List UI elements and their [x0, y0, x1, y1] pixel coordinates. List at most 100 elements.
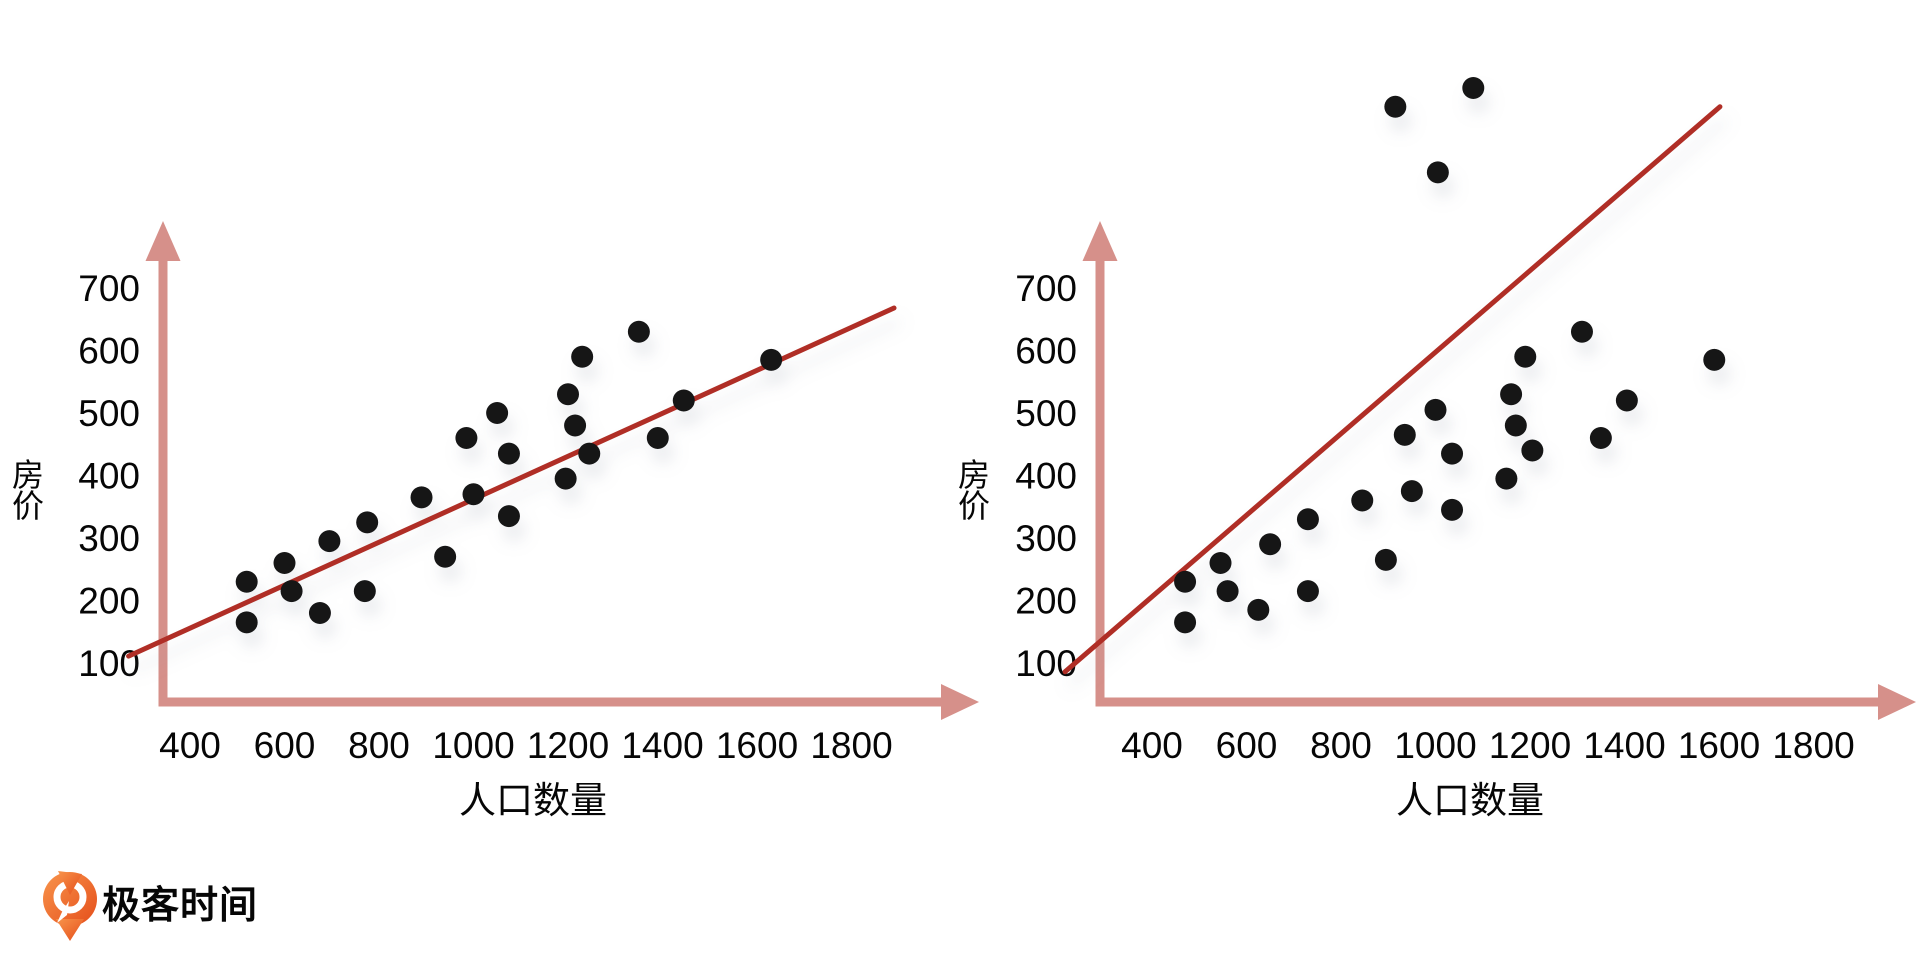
y-tick-label: 200: [78, 581, 140, 622]
y-axis: [158, 260, 168, 702]
data-point: [410, 486, 433, 509]
x-tick-label: 1200: [527, 725, 609, 766]
data-point: [578, 442, 601, 465]
data-group: [126, 305, 897, 659]
data-point: [318, 530, 341, 553]
data-point: [1296, 580, 1319, 603]
data-point: [455, 427, 478, 449]
data-point: [1351, 489, 1374, 512]
points-group: [235, 320, 783, 634]
x-tick-label: 1800: [1772, 725, 1854, 766]
data-point: [571, 345, 594, 368]
x-tick-label: 1000: [1394, 725, 1476, 766]
data-point: [1216, 580, 1239, 603]
y-tick-label: 400: [78, 456, 140, 497]
data-point: [273, 552, 296, 574]
data-point: [235, 611, 258, 634]
data-point: [1504, 414, 1527, 437]
y-axis-title: 房价: [958, 457, 990, 524]
logo-ring-notch: [58, 871, 82, 895]
data-point: [557, 383, 579, 406]
data-point: [1384, 95, 1407, 118]
x-axis: [1095, 697, 1879, 707]
data-point: [1495, 467, 1518, 490]
y-tick-labels: 100 200 300 400 500 600 700: [1015, 268, 1077, 684]
y-axis-arrow-icon: [1082, 221, 1118, 261]
data-point: [1500, 383, 1523, 406]
y-tick-label: 500: [1015, 393, 1077, 434]
data-point: [1462, 77, 1485, 99]
x-axis: [158, 697, 942, 707]
data-point: [356, 511, 379, 534]
data-point: [462, 483, 485, 506]
x-axis-arrow-icon: [1878, 684, 1916, 720]
geektime-q-pin-icon: [43, 871, 97, 941]
y-tick-label: 100: [78, 643, 140, 684]
data-point: [1393, 423, 1416, 446]
data-point: [353, 580, 376, 603]
x-axis-title: 人口数量: [459, 780, 607, 821]
data-point: [1514, 345, 1537, 368]
y-tick-label: 400: [1015, 456, 1077, 497]
x-axis-title: 人口数量: [1396, 780, 1544, 821]
y-tick-label: 500: [78, 393, 140, 434]
y-axis: [1095, 260, 1105, 702]
y-tick-label: 300: [78, 518, 140, 559]
x-tick-label: 600: [1216, 725, 1278, 766]
data-point: [672, 389, 695, 412]
x-tick-label: 400: [159, 725, 221, 766]
logo-pin-body: [43, 872, 97, 926]
data-point: [280, 580, 303, 603]
data-point: [1615, 389, 1638, 412]
data-point: [497, 442, 520, 465]
y-tick-label: 700: [78, 268, 140, 309]
y-tick-label: 700: [1015, 268, 1077, 309]
x-tick-label: 1000: [432, 725, 514, 766]
data-point: [1296, 508, 1319, 531]
data-point: [1441, 498, 1464, 521]
y-axis-title: 房价: [12, 457, 44, 524]
data-point: [1589, 427, 1612, 449]
data-point: [434, 545, 457, 568]
x-tick-labels: 400 600 800 1000 1200 1400 1600 1800: [159, 725, 893, 766]
regression-line: [1062, 104, 1723, 675]
data-point: [486, 402, 509, 424]
x-tick-label: 600: [254, 725, 316, 766]
x-tick-label: 1200: [1489, 725, 1571, 766]
data-point: [564, 414, 587, 437]
y-tick-label: 200: [1015, 581, 1077, 622]
x-axis-arrow-icon: [941, 684, 979, 720]
data-point: [1400, 480, 1423, 503]
logo-needle: [57, 901, 69, 923]
logo-pin-tail: [56, 919, 84, 941]
data-group: [1062, 77, 1726, 675]
y-tick-label: 600: [78, 331, 140, 372]
data-point: [1521, 439, 1544, 462]
data-point: [1209, 552, 1232, 574]
data-point: [1247, 598, 1270, 621]
data-point: [497, 505, 520, 528]
y-axis-arrow-icon: [145, 221, 181, 261]
y-tick-label: 600: [1015, 331, 1077, 372]
x-tick-label: 1400: [621, 725, 703, 766]
x-tick-label: 1600: [1678, 725, 1760, 766]
data-point: [646, 427, 669, 449]
logo-text: 极客时间: [102, 884, 258, 927]
y-tick-label: 100: [1015, 643, 1077, 684]
data-point: [1174, 570, 1197, 593]
x-tick-label: 1800: [810, 725, 892, 766]
points-group: [1174, 77, 1726, 634]
data-point: [1424, 398, 1447, 421]
chart-left-good-fit: 400 600 800 1000 1200 1400 1600 1800 100 200 300 40…: [12, 221, 979, 821]
chart-right-poor-fit: 400 600 800 1000 1200 1400 1600 1800 100 200 300 40…: [958, 77, 1916, 821]
data-point: [1570, 320, 1593, 343]
data-point: [627, 320, 650, 343]
data-point: [1259, 533, 1282, 556]
y-tick-labels: 100 200 300 400 500 600 700: [78, 268, 140, 684]
geektime-logo: 极客时间: [43, 871, 258, 941]
data-point: [1703, 348, 1726, 371]
x-tick-label: 1400: [1583, 725, 1665, 766]
x-tick-label: 800: [1310, 725, 1372, 766]
